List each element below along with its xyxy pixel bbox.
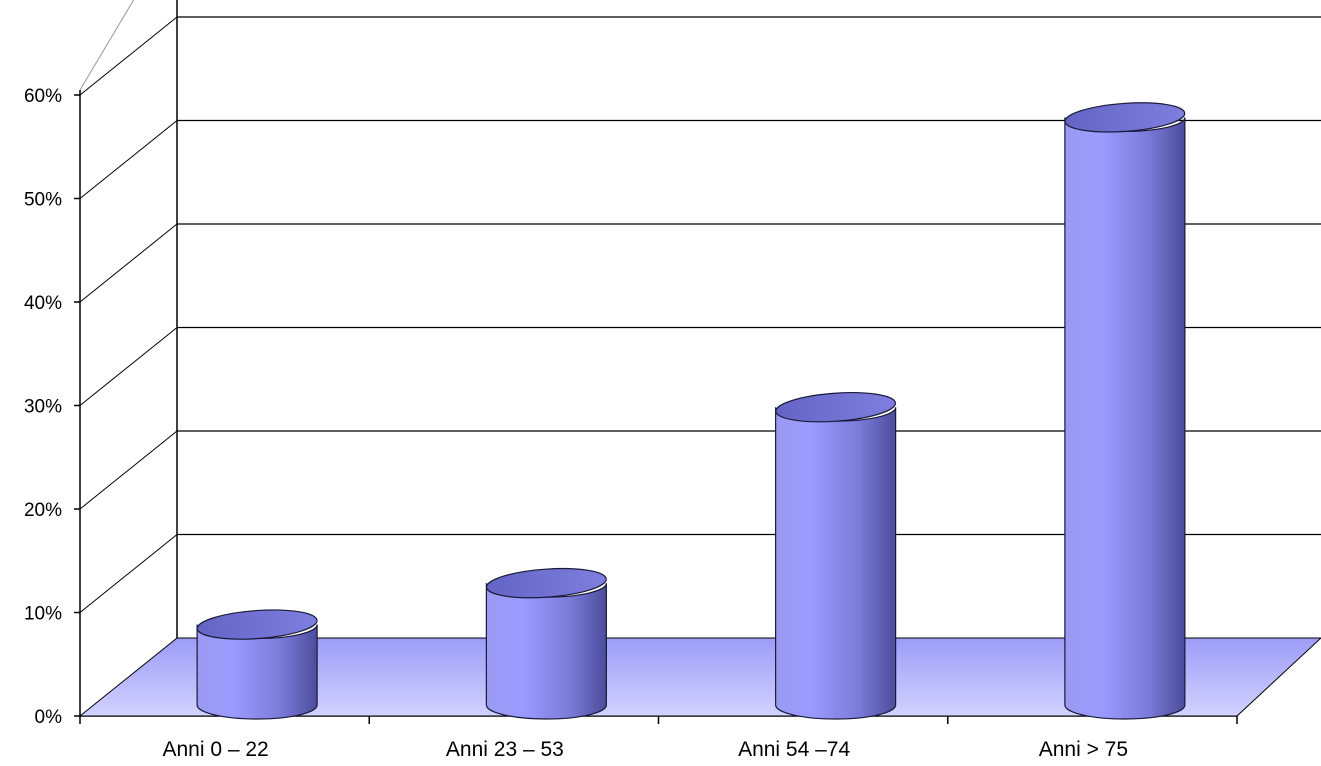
x-tick-label: Anni 54 –74: [738, 738, 850, 761]
x-tick-label: Anni 23 – 53: [446, 738, 564, 761]
y-tick-label: 50%: [24, 190, 62, 211]
y-tick-label: 30%: [24, 397, 62, 418]
x-tick-label: Anni 0 – 22: [162, 738, 268, 761]
bar-top: [196, 609, 318, 640]
gridline-side: [79, 16, 178, 96]
bar-body: [775, 407, 897, 720]
bar: [1064, 102, 1186, 720]
gridline-side: [79, 223, 178, 303]
bar-top: [1064, 102, 1186, 133]
gridline-side: [79, 120, 178, 199]
x-tick-label: Anni > 75: [1039, 738, 1128, 761]
y-tick-label: 60%: [24, 86, 62, 107]
y-tick-label: 0%: [35, 707, 63, 728]
bar-body: [485, 583, 607, 720]
bar-body: [1064, 117, 1186, 720]
y-tick-label: 40%: [24, 293, 62, 314]
y-axis-ticks: 0% 10% 20% 30% 40% 50% 60%: [24, 86, 80, 728]
gridline-side: [79, 534, 178, 613]
bar: [196, 609, 318, 720]
bar-top: [775, 392, 897, 423]
x-axis-ticks: Anni 0 – 22 Anni 23 – 53 Anni 54 –74 Anni >…: [162, 738, 1128, 761]
y-tick-label: 20%: [24, 500, 62, 521]
gridline-side: [79, 327, 178, 406]
bar-top: [485, 567, 607, 599]
bar: [775, 392, 897, 720]
y-tick-label: 10%: [24, 604, 62, 625]
side-wall-top: [79, 0, 135, 91]
bars: [196, 102, 1186, 720]
gridline-side: [79, 430, 178, 510]
bar: [485, 567, 607, 720]
